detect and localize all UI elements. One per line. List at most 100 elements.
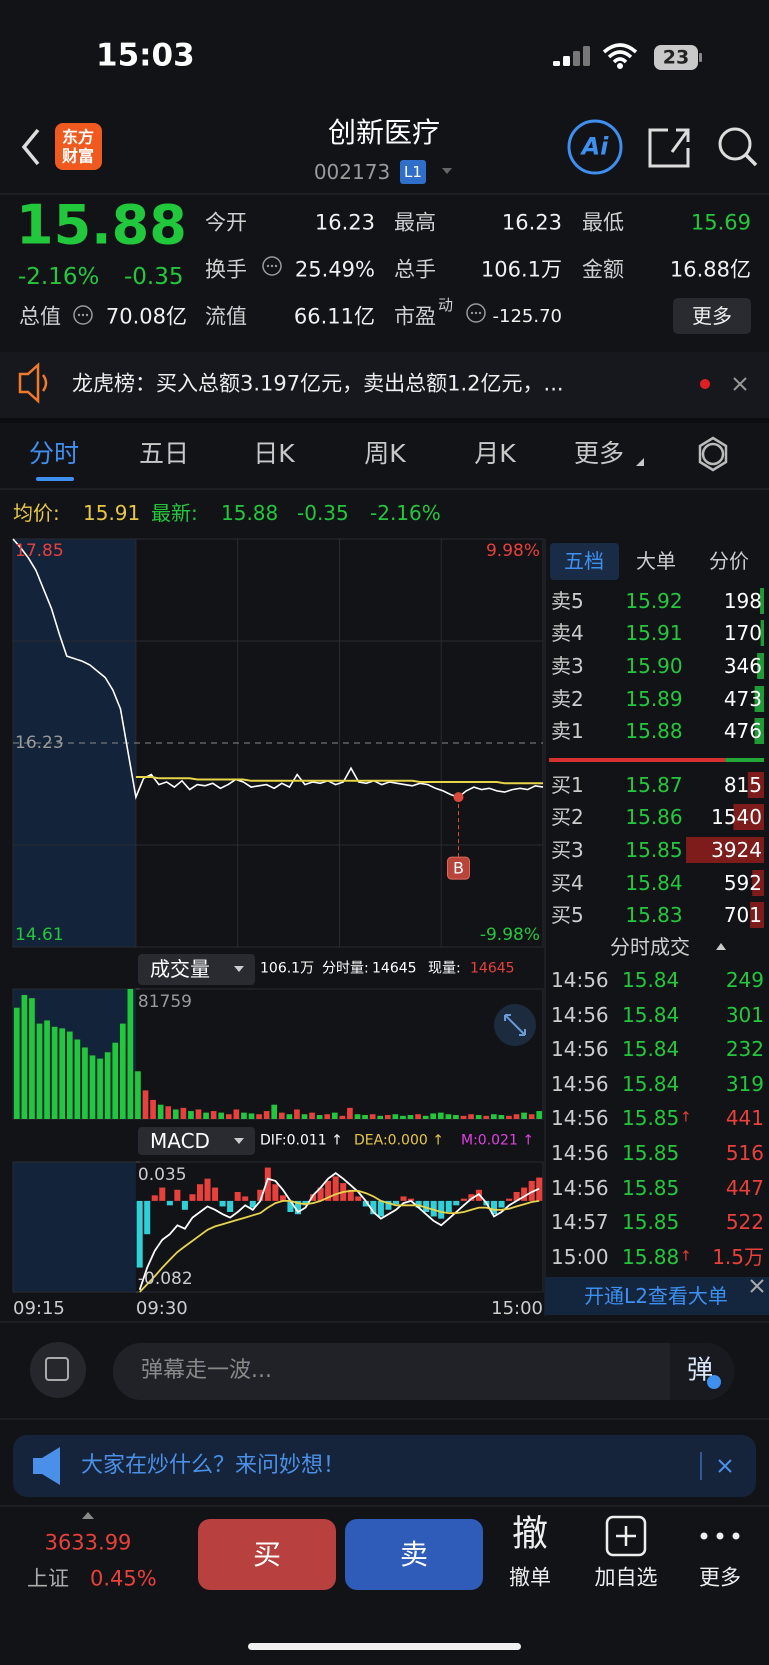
annotation-label: B xyxy=(453,858,464,878)
macd-bar xyxy=(219,1200,226,1207)
depth-price: 15.88 xyxy=(625,719,683,743)
trade-volume: 516 xyxy=(725,1141,764,1165)
action-label[interactable]: 更多 xyxy=(699,1565,741,1590)
macd-bar xyxy=(151,1195,158,1201)
home-indicator xyxy=(248,1643,521,1650)
macd-header-box[interactable] xyxy=(138,1127,255,1155)
trade-price: 15.84 xyxy=(622,1037,680,1062)
back-button[interactable] xyxy=(21,128,40,166)
depth-tab[interactable]: 分价 xyxy=(709,549,749,573)
cancel-icon[interactable]: 撤 xyxy=(511,1513,549,1555)
macd-bar xyxy=(325,1180,332,1201)
action-label[interactable]: 加自选 xyxy=(594,1565,658,1590)
tab-more-caret xyxy=(636,458,644,466)
volume-bar xyxy=(150,1099,156,1119)
field-value: 16.23 xyxy=(314,210,375,235)
macd-bar xyxy=(332,1176,339,1201)
last-value: 15.88 xyxy=(221,501,279,525)
volume-bar xyxy=(74,1039,81,1119)
trade-flag: ↑ xyxy=(680,1109,692,1126)
field-value: 16.88亿 xyxy=(669,257,751,282)
price-line xyxy=(135,776,543,785)
trade-flag: ↑ xyxy=(680,1248,692,1265)
depth-volume: 170 xyxy=(723,621,762,645)
comment-button[interactable]: 弹 xyxy=(686,1355,714,1386)
ai-text[interactable]: Ai xyxy=(581,132,609,161)
info-icon xyxy=(73,305,93,325)
trade-time: 14:56 xyxy=(551,1037,609,1062)
index-value[interactable]: 3633.99 xyxy=(44,1530,132,1555)
comment-input[interactable] xyxy=(113,1343,734,1400)
tab[interactable]: 周K xyxy=(364,439,406,468)
tab[interactable]: 日K xyxy=(253,439,295,468)
trade-price: 15.85 xyxy=(622,1106,680,1131)
depth-tab[interactable]: 五档 xyxy=(564,549,604,573)
volume-bar xyxy=(233,1109,240,1119)
volume-bar xyxy=(483,1115,490,1119)
depth-volume: 476 xyxy=(723,719,762,743)
volume-period: 14645 xyxy=(372,960,417,977)
more-button-text[interactable]: 更多 xyxy=(692,304,732,328)
tab[interactable]: 分时 xyxy=(28,439,80,468)
l2-banner[interactable] xyxy=(545,1277,769,1315)
l2-close[interactable] xyxy=(750,1279,764,1293)
volume-header-box[interactable] xyxy=(138,954,255,985)
depth-volume-bar xyxy=(752,870,764,896)
macd-m: M:0.021 ↑ xyxy=(461,1132,535,1149)
field-label: 市盈 xyxy=(394,304,436,329)
ad-icon xyxy=(33,1447,60,1485)
trade-time: 14:56 xyxy=(551,968,609,992)
depth-label: 卖3 xyxy=(551,654,584,678)
volume-title[interactable]: 成交量 xyxy=(150,957,210,981)
trade-time: 14:56 xyxy=(551,1141,609,1165)
more-dot xyxy=(700,1532,708,1540)
ai-button[interactable] xyxy=(567,119,623,175)
comment-placeholder[interactable]: 弹幕走一波... xyxy=(141,1357,272,1383)
volume-bar xyxy=(135,1071,141,1119)
tab[interactable]: 五日 xyxy=(138,439,190,468)
x-tick-label: 09:30 xyxy=(135,1298,188,1320)
tab[interactable]: 更多 xyxy=(573,439,625,468)
sell-button-text[interactable]: 卖 xyxy=(399,1538,429,1572)
trade-volume: 232 xyxy=(725,1037,764,1062)
depth-volume-bar xyxy=(754,686,764,712)
l2-banner-text[interactable]: 开通L2查看大单 xyxy=(584,1284,728,1308)
sell-button[interactable] xyxy=(345,1519,483,1590)
depth-volume: 701 xyxy=(723,903,762,927)
macd-bar xyxy=(227,1200,234,1212)
notice-close[interactable] xyxy=(733,377,747,391)
notice-bar xyxy=(0,352,769,418)
macd-bar xyxy=(257,1189,264,1201)
share-button[interactable] xyxy=(648,128,690,168)
y-tick-label: 0.035 xyxy=(137,1164,187,1185)
macd-bar xyxy=(136,1200,143,1268)
buy-button[interactable] xyxy=(198,1519,336,1590)
ad-bar[interactable] xyxy=(13,1435,756,1497)
action-label[interactable]: 撤单 xyxy=(509,1565,551,1590)
settings-button[interactable] xyxy=(701,442,725,466)
volume-bar xyxy=(59,1028,66,1119)
depth-volume: 473 xyxy=(723,687,762,711)
wifi-dot xyxy=(617,63,623,69)
danmaku-toggle[interactable] xyxy=(30,1342,86,1398)
trade-price: 15.85 xyxy=(622,1141,680,1165)
field-label-sup: 动 xyxy=(438,296,454,314)
macd-dif: DIF:0.011 ↑ xyxy=(260,1132,343,1149)
ad-close[interactable] xyxy=(718,1459,732,1473)
watchlist-icon[interactable] xyxy=(605,1515,647,1557)
volume-total: 106.1万 xyxy=(260,960,315,977)
buy-button-text[interactable]: 买 xyxy=(252,1538,282,1572)
search-button[interactable] xyxy=(718,127,752,161)
tab[interactable]: 月K xyxy=(474,439,516,468)
macd-bar xyxy=(400,1196,407,1201)
trades-caret xyxy=(716,943,726,950)
notice-text[interactable]: 龙虎榜：买入总额3.197亿元，卖出总额1.2亿元，... xyxy=(72,371,564,396)
macd-bar xyxy=(144,1200,151,1235)
more-button[interactable] xyxy=(673,298,751,334)
macd-title[interactable]: MACD xyxy=(150,1129,210,1153)
ad-text[interactable]: 大家在炒什么？来问妙想！ xyxy=(81,1452,346,1478)
depth-tab[interactable]: 大单 xyxy=(636,549,676,573)
macd-bar xyxy=(294,1200,302,1215)
macd-bar xyxy=(287,1200,294,1212)
macd-bar xyxy=(408,1198,415,1201)
